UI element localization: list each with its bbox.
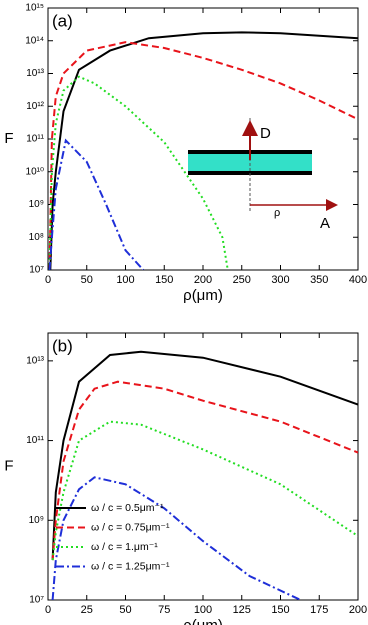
legend-label: ω / c = 0.5μm⁻¹ [91, 502, 164, 514]
x-tick-label: 0 [45, 274, 51, 286]
series-line [49, 31, 358, 270]
y-tick-label: 10⁹ [29, 199, 44, 210]
x-tick-label: 250 [233, 274, 251, 286]
y-tick-label: 10⁸ [29, 232, 44, 243]
x-tick-label: 200 [349, 604, 367, 616]
x-tick-label: 100 [194, 604, 212, 616]
x-tick-label: 150 [155, 274, 173, 286]
y-tick-label: 10¹¹ [26, 435, 44, 446]
x-tick-label: 200 [194, 274, 212, 286]
x-tick-label: 100 [116, 274, 134, 286]
y-axis-label: F [4, 457, 13, 474]
plot-frame [47, 7, 359, 271]
y-tick-label: 10⁹ [29, 515, 44, 526]
x-tick-label: 150 [271, 604, 289, 616]
series-line [48, 75, 229, 270]
x-tick-label: 400 [349, 274, 367, 286]
panel-label: (a) [52, 11, 73, 30]
x-tick-label: 125 [233, 604, 251, 616]
y-tick-label: 10¹⁴ [25, 35, 44, 46]
y-tick-label: 10⁷ [29, 595, 44, 606]
layer [188, 152, 312, 172]
series-line [48, 41, 358, 270]
series-line [51, 420, 358, 561]
x-tick-label: 0 [45, 604, 51, 616]
y-tick-label: 10¹² [26, 101, 44, 112]
label-rho: ρ [274, 207, 280, 219]
legend-label: ω / c = 0.75μm⁻¹ [91, 521, 170, 533]
series-line [48, 138, 145, 270]
inset-diagram: D ρ A [188, 118, 338, 232]
x-tick-label: 350 [310, 274, 328, 286]
series-group [48, 31, 358, 270]
y-tick-label: 10¹⁰ [26, 166, 44, 177]
y-tick-label: 10¹⁵ [25, 3, 44, 14]
series-line [51, 476, 302, 600]
x-tick-label: 50 [119, 604, 131, 616]
x-axis-label: ρ(μm) [183, 287, 223, 304]
panel-label: (b) [52, 336, 73, 355]
x-tick-label: 175 [310, 604, 328, 616]
series-line [51, 350, 358, 561]
label-d: D [260, 125, 271, 142]
label-a: A [320, 215, 330, 232]
x-tick-label: 50 [81, 274, 93, 286]
y-tick-label: 10¹³ [26, 68, 44, 79]
y-axis-label: F [4, 130, 13, 147]
y-tick-label: 10¹³ [26, 355, 44, 366]
series-group [51, 350, 358, 600]
x-tick-label: 25 [81, 604, 93, 616]
x-tick-label: 75 [158, 604, 170, 616]
legend-label: ω / c = 1.μm⁻¹ [91, 541, 158, 553]
y-tick-label: 10¹¹ [26, 134, 44, 145]
x-axis-label: ρ(μm) [183, 617, 223, 625]
legend-label: ω / c = 1.25μm⁻¹ [91, 560, 170, 572]
series-line [51, 380, 358, 561]
y-tick-label: 10⁷ [29, 265, 44, 276]
x-tick-label: 300 [271, 274, 289, 286]
